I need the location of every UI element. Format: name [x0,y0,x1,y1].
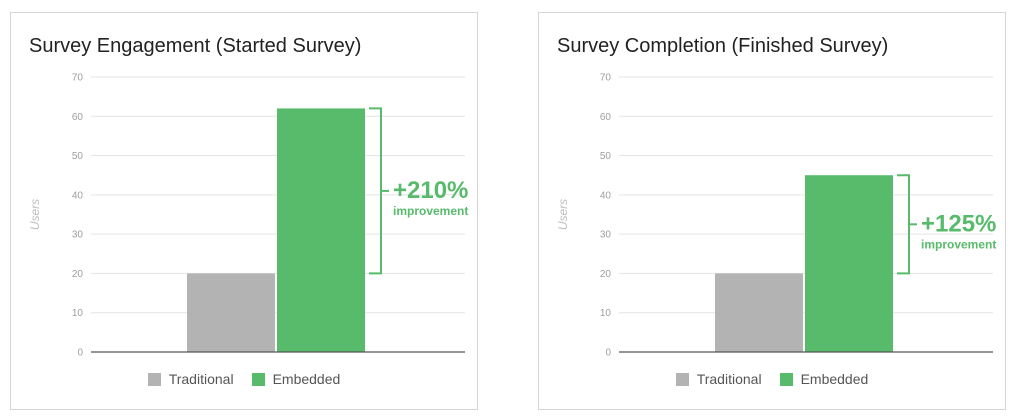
y-tick-label: 50 [72,151,84,162]
y-tick-label: 70 [600,73,612,84]
y-tick-label: 10 [72,308,84,319]
improvement-label: improvement [393,204,468,218]
y-tick-label: 40 [600,190,612,201]
legend-swatch-traditional [147,372,161,386]
legend-item-traditional: Traditional [147,371,234,387]
y-axis-label: Users [28,199,42,230]
chart-legend: Traditional Embedded [11,371,477,387]
y-axis-label: Users [556,199,570,230]
completion-chart-panel: Survey Completion (Finished Survey) 0 10 2… [538,12,1006,410]
y-tick-label: 10 [600,308,612,319]
legend-swatch-embedded [251,372,265,386]
chart-legend: Traditional Embedded [539,371,1005,387]
chart-title: Survey Engagement (Started Survey) [29,35,362,57]
legend-label-embedded: Embedded [272,371,341,387]
y-tick-label: 60 [600,112,612,123]
y-tick-label: 0 [77,348,83,359]
y-tick-label: 40 [72,190,84,201]
engagement-chart-plot: 0 10 20 30 40 50 60 70 Users +210%improvement [28,73,468,359]
y-tick-label: 30 [72,230,84,241]
legend-item-embedded: Embedded [779,371,869,387]
y-tick-label: 50 [600,151,612,162]
y-tick-label: 60 [72,112,84,123]
improvement-percent: +125% [921,210,996,237]
improvement-bracket [897,174,910,275]
bar-embedded [277,108,365,352]
improvement-percent: +210% [393,177,468,204]
bar-traditional [715,273,803,352]
chart-title: Survey Completion (Finished Survey) [557,35,889,57]
improvement-label: improvement [921,237,996,251]
legend-item-embedded: Embedded [251,371,341,387]
improvement-bracket [369,107,382,275]
legend-label-embedded: Embedded [800,371,869,387]
legend-swatch-traditional [675,372,689,386]
legend-swatch-embedded [779,372,793,386]
legend-label-traditional: Traditional [696,371,762,387]
bar-embedded [805,175,893,352]
y-tick-label: 20 [72,269,84,280]
y-tick-label: 20 [600,269,612,280]
y-tick-label: 70 [72,73,84,84]
engagement-chart-panel: Survey Engagement (Started Survey) 0 10 20… [10,12,478,410]
legend-item-traditional: Traditional [675,371,762,387]
completion-chart-plot: 0 10 20 30 40 50 60 70 Users +125%improvement [556,73,996,359]
y-tick-label: 0 [605,348,611,359]
y-tick-label: 30 [600,230,612,241]
bar-traditional [187,273,275,352]
legend-label-traditional: Traditional [168,371,234,387]
